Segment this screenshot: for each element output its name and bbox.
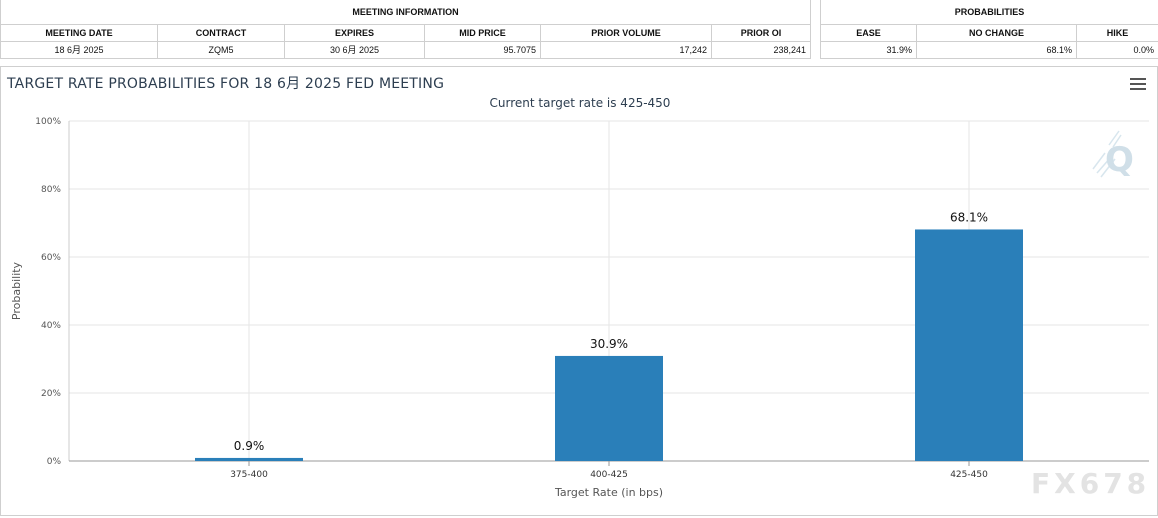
col-header-prior-volume[interactable]: PRIOR VOLUME [540, 23, 712, 42]
x-tick-label: 425-450 [950, 470, 988, 480]
hamburger-menu-icon[interactable] [1130, 78, 1146, 92]
mid-price-cell: 95.7075 [424, 40, 541, 59]
bar-chart: 0% 20% 40% 60% 80% 100% 0.9% 375-400 30.9% 400-42… [10, 117, 1149, 499]
bar-value-label: 0.9% [234, 439, 265, 453]
x-tick-label: 375-400 [230, 470, 268, 480]
col-header-prior-oi[interactable]: PRIOR OI [710, 23, 812, 42]
y-tick-label: 20% [41, 389, 61, 399]
col-header-expires[interactable]: EXPIRES [284, 23, 425, 42]
x-tick-label: 400-425 [590, 470, 628, 480]
chart-subtitle: Current target rate is 425-450 [489, 96, 671, 110]
table-row: 18 6月 2025 ZQM5 30 6月 2025 95.7075 17,24… [0, 40, 812, 59]
table-row: 31.9% 68.1% 0.0% [820, 40, 1158, 59]
bar-400-425 [555, 355, 663, 461]
chart-panel: 0% 20% 40% 60% 80% 100% 0.9% 375-400 30.9% 400-42… [0, 66, 1158, 516]
probabilities-table: PROBABILITIES EASE NO CHANGE HIKE 31.9% … [820, 0, 1158, 59]
probabilities-header: PROBABILITIES [820, 0, 1158, 25]
col-header-contract[interactable]: CONTRACT [157, 23, 285, 42]
prior-oi-cell: 238,241 [710, 40, 812, 59]
svg-text:Q: Q [1105, 140, 1134, 180]
hike-cell: 0.0% [1076, 40, 1158, 59]
q-logo-icon: Q [1092, 130, 1134, 180]
meeting-information-header: MEETING INFORMATION [0, 0, 812, 25]
ease-cell: 31.9% [820, 40, 917, 59]
y-tick-label: 100% [35, 117, 61, 127]
contract-cell: ZQM5 [157, 40, 285, 59]
meeting-date-cell: 18 6月 2025 [0, 40, 158, 59]
x-axis-title: Target Rate (in bps) [554, 486, 663, 499]
bar-value-label: 30.9% [590, 337, 628, 351]
col-header-hike[interactable]: HIKE [1076, 23, 1158, 42]
y-tick-label: 80% [41, 185, 61, 195]
y-axis-title: Probability [10, 261, 23, 320]
chart-title: TARGET RATE PROBABILITIES FOR 18 6月 2025… [7, 76, 445, 92]
col-header-no-change[interactable]: NO CHANGE [916, 23, 1077, 42]
watermark: FX678 [1031, 467, 1151, 500]
y-tick-label: 40% [41, 321, 61, 331]
bar-425-450 [915, 229, 1023, 461]
col-header-meeting-date[interactable]: MEETING DATE [0, 23, 158, 42]
y-tick-label: 0% [47, 457, 62, 467]
meeting-information-table: MEETING INFORMATION MEETING DATE CONTRAC… [0, 0, 812, 59]
no-change-cell: 68.1% [916, 40, 1077, 59]
col-header-ease[interactable]: EASE [820, 23, 917, 42]
bar-375-400 [195, 457, 303, 461]
col-header-mid-price[interactable]: MID PRICE [424, 23, 541, 42]
expires-cell: 30 6月 2025 [284, 40, 425, 59]
y-tick-label: 60% [41, 253, 61, 263]
bar-value-label: 68.1% [950, 210, 988, 224]
prior-volume-cell: 17,242 [540, 40, 712, 59]
